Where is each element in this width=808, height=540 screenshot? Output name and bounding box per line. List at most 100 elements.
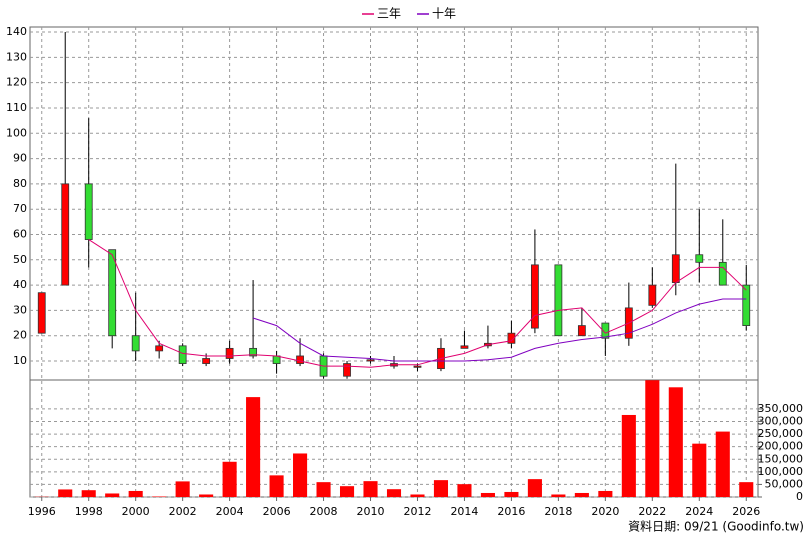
volume-bar bbox=[363, 481, 378, 497]
candle-body bbox=[695, 254, 704, 263]
y-tick-label: 20 bbox=[13, 329, 27, 342]
volume-bar bbox=[105, 493, 120, 497]
volume-bar bbox=[739, 482, 754, 497]
volume-bar bbox=[222, 461, 237, 497]
x-tick-label: 2020 bbox=[591, 505, 619, 518]
y-tick-label: 140 bbox=[6, 25, 27, 38]
candle-body bbox=[718, 261, 727, 286]
volume-bar bbox=[504, 491, 519, 497]
volume-bar bbox=[645, 380, 660, 497]
volume-bar bbox=[480, 492, 495, 497]
volume-bar bbox=[668, 387, 683, 497]
volume-bar bbox=[316, 482, 331, 497]
volume-bar bbox=[175, 481, 190, 497]
y2-tick-label: 50,000 bbox=[765, 477, 804, 490]
candle-body bbox=[249, 347, 257, 357]
y-tick-label: 80 bbox=[13, 177, 27, 190]
x-tick-label: 2012 bbox=[403, 505, 431, 518]
candle-body bbox=[272, 355, 281, 364]
volume-bar bbox=[715, 431, 730, 497]
footnote: 資料日期: 09/21 (Goodinfo.tw) bbox=[628, 520, 804, 534]
ma-line bbox=[88, 239, 747, 368]
x-tick-label: 2004 bbox=[216, 505, 244, 518]
y2-tick-label: 200,000 bbox=[758, 440, 804, 453]
candle-body bbox=[225, 347, 234, 359]
candle-body bbox=[460, 345, 469, 349]
volume-bar bbox=[81, 490, 96, 497]
y-tick-label: 60 bbox=[13, 227, 27, 240]
candle-body bbox=[554, 264, 563, 337]
y-tick-label: 50 bbox=[13, 253, 27, 266]
x-tick-label: 2016 bbox=[497, 505, 525, 518]
volume-bar bbox=[433, 480, 449, 497]
volume-bar bbox=[457, 484, 472, 497]
x-tick-label: 2014 bbox=[450, 505, 478, 518]
x-tick-label: 2006 bbox=[263, 505, 291, 518]
y-tick-label: 90 bbox=[13, 152, 27, 165]
x-tick-label: 2002 bbox=[169, 505, 197, 518]
volume-bar bbox=[58, 489, 73, 497]
x-tick-label: 2010 bbox=[357, 505, 385, 518]
candle-body bbox=[155, 345, 164, 352]
y2-tick-label: 150,000 bbox=[758, 452, 804, 465]
volume-bar bbox=[199, 494, 214, 497]
candle-body bbox=[648, 284, 657, 306]
candle-body bbox=[413, 365, 422, 368]
volume-bar bbox=[598, 490, 613, 497]
volume-bar bbox=[621, 414, 636, 497]
x-tick-label: 2008 bbox=[310, 505, 338, 518]
candle-body bbox=[61, 183, 70, 286]
volume-bar bbox=[527, 479, 542, 497]
volume-bar bbox=[692, 443, 707, 497]
candle-body bbox=[671, 254, 680, 283]
x-tick-label: 2018 bbox=[544, 505, 572, 518]
y2-tick-label: 350,000 bbox=[758, 402, 804, 415]
y-tick-label: 130 bbox=[6, 50, 27, 63]
volume-bar bbox=[574, 492, 589, 497]
y2-tick-label: 300,000 bbox=[758, 415, 804, 428]
x-tick-label: 2022 bbox=[638, 505, 666, 518]
candle-body bbox=[108, 249, 117, 337]
volume-bar bbox=[152, 496, 167, 497]
y2-tick-label: 100,000 bbox=[758, 465, 804, 478]
candle-body bbox=[507, 332, 516, 344]
y-tick-label: 120 bbox=[6, 76, 27, 89]
y-tick-label: 30 bbox=[13, 303, 27, 316]
volume-bar bbox=[551, 494, 566, 497]
volume-bar bbox=[339, 486, 355, 497]
candle-body bbox=[742, 284, 751, 326]
ma-line bbox=[252, 298, 747, 362]
volume-bar bbox=[269, 475, 284, 497]
plot-frame bbox=[29, 26, 759, 498]
y2-tick-label: 250,000 bbox=[758, 427, 804, 440]
x-tick-label: 2024 bbox=[685, 505, 713, 518]
candle-body bbox=[202, 358, 211, 364]
y-tick-label: 40 bbox=[13, 278, 27, 291]
y-tick-label: 70 bbox=[13, 202, 27, 215]
y2-tick-label: 0 bbox=[796, 490, 803, 503]
candle-body bbox=[178, 345, 187, 364]
volume-bar bbox=[386, 489, 402, 497]
y-tick-label: 100 bbox=[6, 126, 27, 139]
y-tick-label: 110 bbox=[6, 101, 27, 114]
volume-bar bbox=[128, 490, 143, 497]
candle-body bbox=[37, 292, 46, 334]
x-tick-label: 1996 bbox=[28, 505, 56, 518]
candle-body bbox=[343, 363, 351, 377]
x-tick-label: 2026 bbox=[732, 505, 760, 518]
x-tick-label: 2000 bbox=[122, 505, 150, 518]
legend-label: 三年 bbox=[377, 7, 401, 21]
volume-bar bbox=[410, 494, 425, 497]
candle-body bbox=[601, 322, 610, 339]
candle-body bbox=[296, 355, 304, 364]
candle-body bbox=[577, 325, 586, 337]
candle-body bbox=[84, 183, 93, 240]
x-tick-label: 1998 bbox=[75, 505, 103, 518]
volume-bar bbox=[293, 453, 308, 497]
candle-body bbox=[131, 335, 140, 352]
candle-body bbox=[531, 264, 539, 329]
volume-bar bbox=[246, 397, 261, 497]
y-tick-label: 10 bbox=[13, 354, 27, 367]
candle-body bbox=[366, 359, 375, 362]
